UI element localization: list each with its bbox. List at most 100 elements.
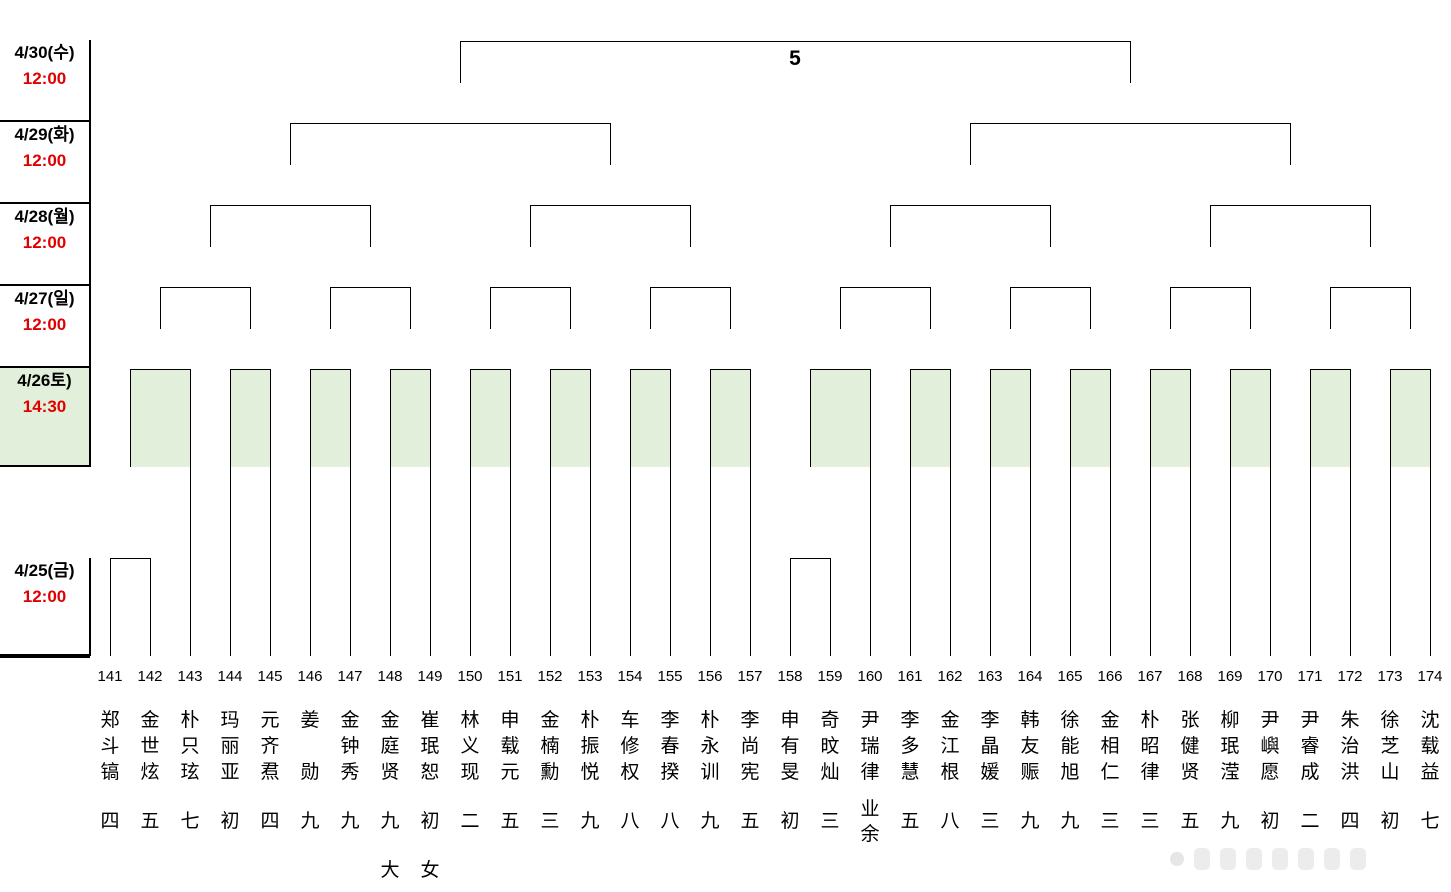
player-rank: 五 — [140, 810, 160, 832]
round-date: 4/25(금) — [14, 561, 75, 580]
player-rank: 五 — [500, 810, 520, 832]
match-highlight — [130, 369, 190, 467]
player-name: 朴振悦 — [580, 709, 600, 783]
bracket-vline — [230, 369, 231, 656]
bracket-vline — [250, 287, 251, 329]
bracket-vline — [350, 369, 351, 656]
player-number: 165 — [1057, 668, 1083, 685]
player-number: 155 — [657, 668, 683, 685]
player-rank: 二 — [1300, 810, 1320, 832]
player-number: 163 — [977, 668, 1003, 685]
bracket-vline — [330, 287, 331, 329]
bracket-vline — [570, 287, 571, 329]
match-highlight — [550, 369, 590, 467]
match-highlight — [1310, 369, 1350, 467]
bracket-vline — [870, 369, 871, 656]
bracket-vline — [430, 369, 431, 656]
bracket-vline — [1010, 287, 1011, 329]
player-rank: 九 — [340, 810, 360, 832]
player-number: 148 — [377, 668, 403, 685]
bracket-hline — [790, 558, 831, 559]
round-date: 4/26토) — [17, 371, 72, 390]
round-date-cell: 4/25(금) 12:00 — [0, 558, 89, 656]
bracket-vline — [460, 41, 461, 83]
round-time: 12:00 — [22, 587, 67, 606]
round-date: 4/30(수) — [14, 43, 75, 62]
bar-icon — [1324, 848, 1340, 870]
player-number: 154 — [617, 668, 643, 685]
date-column-divider — [89, 558, 91, 656]
player-number: 170 — [1257, 668, 1283, 685]
bracket-vline — [730, 287, 731, 329]
player-rank: 九 — [1060, 810, 1080, 832]
bracket-hline — [310, 369, 351, 370]
player-rank: 初 — [1260, 810, 1280, 832]
bracket-vline — [310, 369, 311, 656]
match-highlight — [1070, 369, 1110, 467]
bracket-vline — [1410, 287, 1411, 329]
player-number: 157 — [737, 668, 763, 685]
player-rank: 九 — [700, 810, 720, 832]
bar-icon — [1194, 848, 1210, 870]
bracket-vline — [810, 369, 811, 467]
player-name: 金楠勳 — [540, 709, 560, 783]
bracket-hline — [390, 369, 431, 370]
bracket-vline — [160, 287, 161, 329]
match-highlight — [710, 369, 750, 467]
player-number: 164 — [1017, 668, 1043, 685]
player-number: 172 — [1337, 668, 1363, 685]
bracket-hline — [1170, 287, 1251, 288]
player-name: 朴永训 — [700, 709, 720, 783]
bracket-hline — [890, 205, 1051, 206]
bracket-hline — [470, 369, 511, 370]
player-rank: 三 — [540, 810, 560, 832]
bracket-vline — [1090, 287, 1091, 329]
final-label: 5 — [789, 47, 801, 70]
player-rank: 七 — [1420, 810, 1440, 832]
bar-icon — [1298, 848, 1314, 870]
player-name: 申有旻 — [780, 709, 800, 783]
player-rank: 九 — [300, 810, 320, 832]
player-name: 朱治洪 — [1340, 709, 1360, 783]
bracket-vline — [1230, 369, 1231, 656]
match-highlight — [910, 369, 950, 467]
bracket-vline — [1250, 287, 1251, 329]
player-rank: 八 — [620, 810, 640, 832]
round-date: 4/27(일) — [14, 289, 75, 308]
bracket-vline — [1310, 369, 1311, 656]
bracket-vline — [1430, 369, 1431, 656]
bracket-hline — [230, 369, 271, 370]
player-number: 159 — [817, 668, 843, 685]
match-highlight — [1230, 369, 1270, 467]
player-name: 崔珉恕 — [420, 709, 440, 783]
bracket-hline — [1330, 287, 1411, 288]
player-number: 147 — [337, 668, 363, 685]
match-highlight — [230, 369, 270, 467]
player-number: 169 — [1217, 668, 1243, 685]
bracket-hline — [490, 287, 571, 288]
player-name: 金世炫 — [140, 709, 160, 783]
bracket-vline — [510, 369, 511, 656]
bracket-hline — [1070, 369, 1111, 370]
player-name: 金相仁 — [1100, 709, 1120, 783]
player-name: 沈载益 — [1420, 709, 1440, 783]
player-rank: 三 — [980, 810, 1000, 832]
watermark — [1170, 848, 1366, 870]
bracket-vline — [890, 205, 891, 247]
bracket-vline — [970, 123, 971, 165]
bracket-vline — [610, 123, 611, 165]
bracket-hline — [630, 369, 671, 370]
bracket-hline — [910, 369, 951, 370]
bracket-vline — [1130, 41, 1131, 83]
player-name: 元齐焄 — [260, 709, 280, 783]
round-date: 4/28(월) — [14, 207, 75, 226]
player-name: 张健贤 — [1180, 709, 1200, 783]
player-rank: 三 — [1100, 810, 1120, 832]
bracket-vline — [1150, 369, 1151, 656]
bracket-vline — [1170, 287, 1171, 329]
player-number: 153 — [577, 668, 603, 685]
bracket-vline — [630, 369, 631, 656]
bracket-vline — [830, 558, 831, 656]
player-rank: 九 — [580, 810, 600, 832]
